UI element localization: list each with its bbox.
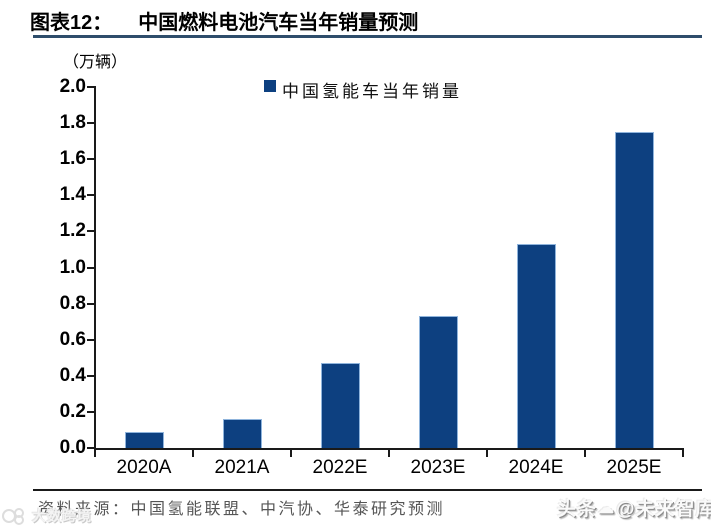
x-tick bbox=[94, 450, 96, 457]
chart-legend: 中国氢能车当年销量 bbox=[264, 77, 462, 102]
watermark-bottom-left: 大数跨境 bbox=[2, 506, 92, 526]
y-tick bbox=[87, 122, 94, 125]
y-tick bbox=[87, 447, 94, 449]
x-tick-label: 2021A bbox=[214, 457, 270, 478]
y-tick bbox=[87, 266, 94, 269]
x-tick-label: 2022E bbox=[312, 457, 368, 478]
figure-number: 图表12： bbox=[30, 12, 113, 34]
y-tick-label: 0.8 bbox=[59, 292, 86, 314]
y-tick bbox=[87, 338, 94, 341]
x-tick-label: 2024E bbox=[508, 457, 564, 478]
x-tick-label: 2025E bbox=[606, 457, 662, 478]
source-text: 资料来源：中国氢能联盟、中汽协、华泰研究预测 bbox=[38, 501, 446, 518]
bar bbox=[223, 419, 262, 448]
y-tick bbox=[87, 374, 94, 377]
y-tick bbox=[87, 158, 94, 161]
y-tick-label: 1.2 bbox=[59, 220, 86, 242]
x-tick bbox=[682, 450, 684, 457]
y-tick bbox=[87, 230, 94, 233]
y-tick bbox=[87, 86, 94, 88]
y-tick-label: 2.0 bbox=[59, 76, 86, 97]
x-axis-line bbox=[94, 448, 684, 450]
x-tick-label: 2020A bbox=[116, 457, 172, 478]
y-tick-label: 0.0 bbox=[59, 437, 86, 458]
y-axis-line bbox=[94, 86, 96, 450]
watermark-right-suffix: @未来智库 bbox=[616, 499, 711, 520]
footer-divider bbox=[33, 489, 702, 491]
bar bbox=[125, 432, 164, 448]
title-underline bbox=[33, 35, 702, 38]
watermark-bottom-right: 头条 ☁ @未来智库 bbox=[557, 494, 711, 521]
bar bbox=[419, 316, 458, 448]
bar bbox=[615, 132, 654, 448]
y-tick-label: 0.4 bbox=[59, 364, 86, 386]
x-tick-label: 2023E bbox=[410, 457, 466, 478]
figure-header: 图表12： 中国燃料电池汽车当年销量预测 bbox=[30, 6, 418, 35]
watermark-bottom-left-text: 大数跨境 bbox=[32, 508, 92, 524]
watermark-logo-icon bbox=[2, 508, 24, 525]
y-tick-label: 0.6 bbox=[59, 328, 86, 350]
y-tick bbox=[87, 410, 94, 413]
y-tick-label: 1.0 bbox=[59, 256, 86, 278]
figure-title: 中国燃料电池汽车当年销量预测 bbox=[138, 12, 419, 34]
x-tick bbox=[290, 450, 292, 457]
x-tick bbox=[584, 450, 586, 457]
watermark-right-prefix: 头条 bbox=[557, 499, 598, 520]
legend-label: 中国氢能车当年销量 bbox=[282, 82, 462, 101]
y-tick bbox=[87, 302, 94, 305]
y-tick-label: 0.2 bbox=[59, 400, 86, 422]
cloud-logo-icon: ☁ bbox=[598, 499, 616, 517]
y-tick-label: 1.6 bbox=[59, 148, 86, 170]
y-axis-unit-label: （万辆） bbox=[63, 54, 128, 71]
y-tick-label: 1.8 bbox=[59, 112, 86, 134]
legend-swatch-icon bbox=[264, 80, 276, 92]
x-tick bbox=[486, 450, 488, 457]
x-tick bbox=[388, 450, 390, 457]
y-tick bbox=[87, 194, 94, 197]
bar bbox=[517, 244, 556, 448]
bar bbox=[321, 363, 360, 448]
x-tick bbox=[192, 450, 194, 457]
y-tick-label: 1.4 bbox=[59, 184, 86, 206]
